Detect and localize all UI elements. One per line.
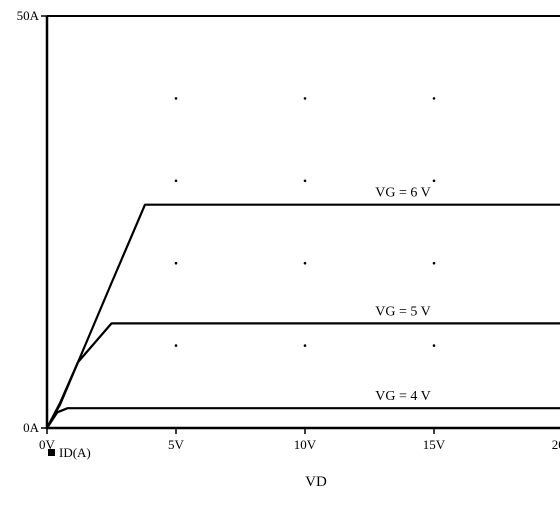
legend-marker-icon — [48, 449, 55, 456]
grid-dot — [174, 179, 178, 183]
series-line — [46, 407, 560, 429]
grid — [174, 97, 436, 347]
grid-dot — [303, 179, 307, 183]
grid-dot — [174, 261, 178, 265]
grid-dot — [174, 97, 178, 100]
curve-label: VG = 4 V — [375, 389, 430, 404]
curve-label: VG = 6 V — [375, 186, 430, 201]
grid-dot — [432, 97, 436, 100]
grid-dot — [303, 261, 307, 265]
legend-text: ID(A) — [59, 445, 91, 460]
grid-dot — [303, 344, 307, 347]
x-tick-label: 20V — [552, 437, 560, 452]
x-tick-label: 15V — [423, 437, 446, 452]
y-tick-label: 0A — [23, 420, 40, 435]
x-tick-label: 0V — [39, 437, 56, 452]
curve-label: VG = 5 V — [375, 304, 430, 319]
axis-ticks: 0V 5V 10V 15V 20V 0A 50A — [17, 8, 560, 452]
grid-dot — [432, 179, 436, 183]
series-line — [46, 203, 560, 429]
x-tick-label: 10V — [294, 437, 317, 452]
grid-dot — [303, 97, 307, 100]
x-axis-label: VD — [305, 474, 327, 490]
grid-dot — [432, 261, 436, 265]
x-tick-label: 5V — [168, 437, 185, 452]
grid-dot — [174, 344, 178, 347]
y-tick-label: 50A — [17, 8, 40, 23]
series-lines — [46, 203, 560, 429]
grid-dot — [432, 344, 436, 347]
series-line — [46, 322, 560, 429]
curve-labels: VG = 6 V VG = 5 V VG = 4 V — [375, 186, 430, 405]
legend: ID(A) — [48, 445, 91, 460]
